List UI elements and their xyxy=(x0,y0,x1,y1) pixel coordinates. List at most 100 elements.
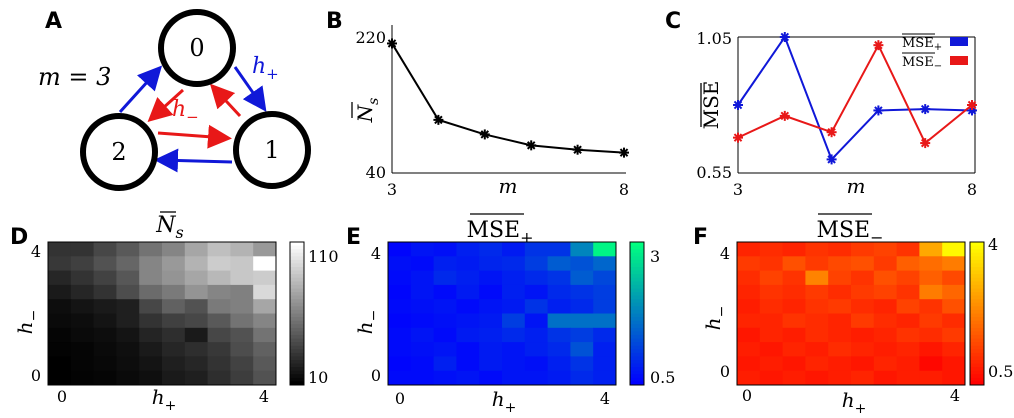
e-colorbar-step-33 xyxy=(630,359,644,365)
f-title: MSE− xyxy=(816,218,883,247)
d-cell-6-0 xyxy=(48,327,72,343)
d-cell-5-9 xyxy=(253,313,277,329)
f-cell-4-4 xyxy=(828,299,852,314)
d-cell-2-1 xyxy=(70,270,95,286)
e-cell-8-7 xyxy=(547,356,571,372)
f-cell-0-2 xyxy=(782,242,806,257)
heatmap-e: MSE+ 4 0 0 4 h+ h− 3 0.5 xyxy=(353,213,675,416)
f-cell-5-9 xyxy=(942,313,966,329)
panel-label-d: D xyxy=(10,225,28,250)
d-cell-0-7 xyxy=(207,242,231,257)
e-colorbar-step-7 xyxy=(630,267,644,272)
e-frame xyxy=(387,241,617,386)
f-cell-3-0 xyxy=(737,284,761,300)
f-cell-8-2 xyxy=(782,356,806,372)
h-minus-label: h− xyxy=(172,97,199,126)
f-cell-8-0 xyxy=(737,356,761,372)
d-colorbar-step-35 xyxy=(290,367,304,372)
d-cell-9-6 xyxy=(184,370,209,386)
e-xtick-right: 4 xyxy=(600,389,610,408)
f-cell-7-4 xyxy=(828,342,852,357)
e-cell-6-5 xyxy=(502,327,526,343)
d-cell-2-7 xyxy=(207,270,231,286)
d-colorbar-step-39 xyxy=(290,381,304,386)
d-cell-2-5 xyxy=(162,270,186,286)
d-colorbar-step-1 xyxy=(290,245,304,250)
e-cell-0-6 xyxy=(524,242,549,257)
d-colorbar-step-32 xyxy=(290,356,304,361)
e-cell-0-9 xyxy=(593,242,617,257)
e-colorbar-step-39 xyxy=(630,381,644,386)
d-cbar-bottom: 10 xyxy=(308,368,328,387)
f-cell-2-2 xyxy=(782,270,806,286)
d-cell-6-3 xyxy=(116,327,140,343)
e-colorbar-step-37 xyxy=(630,374,644,379)
e-ytick-top: 4 xyxy=(371,244,381,263)
c-legend: MSE+ MSE− xyxy=(902,33,968,72)
e-cell-5-1 xyxy=(410,313,435,329)
f-cell-5-8 xyxy=(919,313,943,329)
d-cell-0-9 xyxy=(253,242,277,257)
e-cell-1-4 xyxy=(479,256,503,272)
f-cell-1-0 xyxy=(737,256,761,272)
e-cell-4-1 xyxy=(410,299,435,314)
d-cell-8-3 xyxy=(116,356,140,372)
f-colorbar-step-3 xyxy=(970,252,984,257)
f-cell-9-9 xyxy=(942,370,966,386)
f-ytick-bottom: 0 xyxy=(720,362,730,381)
e-cell-2-2 xyxy=(433,270,457,286)
f-colorbar xyxy=(969,241,985,386)
e-colorbar-step-25 xyxy=(630,331,644,336)
d-frame xyxy=(47,241,277,386)
f-cell-1-8 xyxy=(919,256,943,272)
f-cell-1-4 xyxy=(828,256,852,272)
d-cell-4-9 xyxy=(253,299,277,314)
d-cell-1-4 xyxy=(139,256,163,272)
e-cell-4-0 xyxy=(388,299,412,314)
f-ytick-top: 4 xyxy=(720,244,730,263)
d-cell-7-1 xyxy=(70,342,95,357)
d-colorbar-step-13 xyxy=(290,288,304,293)
d-colorbar-step-12 xyxy=(290,284,304,289)
e-cell-3-0 xyxy=(388,284,412,300)
c-xlabel: m xyxy=(847,174,866,198)
f-cell-4-8 xyxy=(919,299,943,314)
e-cell-1-0 xyxy=(388,256,412,272)
f-cell-9-3 xyxy=(805,370,829,386)
d-colorbar-step-29 xyxy=(290,345,304,350)
e-cell-1-1 xyxy=(410,256,435,272)
d-colorbar-step-3 xyxy=(290,252,304,257)
d-title: Ns xyxy=(155,213,183,242)
d-cell-9-0 xyxy=(48,370,72,386)
e-colorbar-step-34 xyxy=(630,363,644,368)
e-cell-7-8 xyxy=(570,342,594,357)
e-colorbar-step-36 xyxy=(630,370,644,375)
f-cell-8-9 xyxy=(942,356,966,372)
f-colorbar-step-26 xyxy=(970,334,984,340)
d-colorbar-step-22 xyxy=(290,320,304,325)
d-cell-4-7 xyxy=(207,299,231,314)
e-colorbar-step-10 xyxy=(630,277,644,282)
e-cell-2-9 xyxy=(593,270,617,286)
d-colorbar-step-6 xyxy=(290,263,304,268)
e-cell-6-0 xyxy=(388,327,412,343)
d-cell-3-4 xyxy=(139,284,163,300)
e-cell-4-8 xyxy=(570,299,594,314)
f-cell-8-6 xyxy=(873,356,898,372)
d-colorbar-step-34 xyxy=(290,363,304,368)
c-point-0-3 xyxy=(873,105,884,116)
e-cell-3-1 xyxy=(410,284,435,300)
d-cell-3-2 xyxy=(93,284,117,300)
e-colorbar-step-11 xyxy=(630,281,644,286)
b-point-0-1 xyxy=(433,114,444,125)
node-2-label: 2 xyxy=(111,138,126,166)
d-colorbar-step-11 xyxy=(290,281,304,286)
d-cell-2-6 xyxy=(184,270,209,286)
f-cell-2-8 xyxy=(919,270,943,286)
d-cell-4-2 xyxy=(93,299,117,314)
d-cell-0-6 xyxy=(184,242,209,257)
e-cell-8-8 xyxy=(570,356,594,372)
c-point-1-4 xyxy=(920,138,931,149)
d-cell-4-1 xyxy=(70,299,95,314)
c-ytick-top: 1.05 xyxy=(696,29,732,48)
